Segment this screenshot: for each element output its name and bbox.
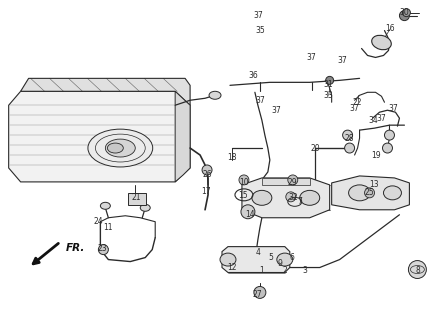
- Text: 27: 27: [252, 290, 262, 299]
- Ellipse shape: [88, 129, 153, 167]
- Polygon shape: [242, 178, 329, 218]
- Ellipse shape: [372, 35, 391, 50]
- Text: 35: 35: [255, 26, 265, 35]
- Circle shape: [286, 192, 296, 202]
- Text: 8: 8: [415, 266, 420, 275]
- Polygon shape: [9, 91, 190, 182]
- Text: 37: 37: [271, 106, 281, 115]
- Circle shape: [239, 175, 249, 185]
- Circle shape: [254, 286, 266, 298]
- Circle shape: [326, 76, 333, 84]
- Text: 26: 26: [202, 171, 212, 180]
- Text: 30: 30: [400, 8, 409, 17]
- Ellipse shape: [277, 253, 293, 266]
- Text: 29: 29: [288, 179, 297, 188]
- Text: 1: 1: [259, 266, 264, 275]
- Text: 14: 14: [245, 210, 255, 219]
- Text: 28: 28: [345, 133, 354, 143]
- Circle shape: [385, 130, 394, 140]
- Text: 25: 25: [365, 188, 374, 197]
- Text: 11: 11: [103, 223, 113, 232]
- Text: 33: 33: [324, 91, 333, 100]
- FancyArrowPatch shape: [33, 244, 58, 264]
- Ellipse shape: [100, 202, 111, 209]
- Circle shape: [345, 143, 355, 153]
- Text: 36: 36: [248, 71, 258, 80]
- Text: 37: 37: [307, 53, 317, 62]
- Polygon shape: [175, 91, 190, 182]
- Circle shape: [343, 130, 353, 140]
- Circle shape: [400, 11, 409, 20]
- Circle shape: [408, 260, 426, 278]
- Text: 37: 37: [253, 11, 263, 20]
- Bar: [128, 193, 146, 205]
- Circle shape: [402, 9, 410, 17]
- Circle shape: [241, 205, 255, 219]
- Ellipse shape: [300, 190, 320, 205]
- Text: 31: 31: [324, 80, 333, 89]
- Ellipse shape: [209, 91, 221, 99]
- Ellipse shape: [105, 139, 135, 157]
- Text: 7: 7: [297, 197, 302, 206]
- Text: 6: 6: [289, 253, 294, 262]
- Text: 10: 10: [239, 179, 249, 188]
- Ellipse shape: [220, 253, 236, 266]
- Text: 19: 19: [371, 150, 381, 160]
- Text: 3: 3: [302, 266, 307, 275]
- Text: 15: 15: [238, 191, 248, 200]
- Text: 37: 37: [350, 104, 360, 113]
- Text: 37: 37: [388, 104, 398, 113]
- Text: 13: 13: [369, 180, 378, 189]
- Ellipse shape: [107, 143, 123, 153]
- Text: 2: 2: [282, 266, 287, 275]
- Polygon shape: [222, 247, 290, 273]
- Text: 4: 4: [255, 248, 260, 257]
- Circle shape: [288, 175, 298, 185]
- Text: 12: 12: [227, 263, 237, 272]
- Text: FR.: FR.: [66, 243, 85, 252]
- Ellipse shape: [252, 190, 272, 205]
- Text: 37: 37: [377, 114, 386, 123]
- Text: 37: 37: [338, 56, 348, 65]
- Text: 16: 16: [386, 24, 395, 33]
- Circle shape: [202, 165, 212, 175]
- Text: 18: 18: [227, 153, 237, 162]
- Text: 17: 17: [201, 188, 211, 196]
- Text: 21: 21: [131, 193, 141, 202]
- Polygon shape: [332, 176, 409, 210]
- Ellipse shape: [384, 186, 401, 200]
- Ellipse shape: [140, 204, 150, 211]
- Text: 22: 22: [353, 98, 362, 107]
- Polygon shape: [20, 78, 190, 105]
- Polygon shape: [262, 178, 310, 185]
- Text: 5: 5: [269, 253, 274, 262]
- Text: 9: 9: [278, 259, 282, 268]
- Circle shape: [365, 188, 375, 198]
- Text: 34: 34: [369, 116, 378, 125]
- Text: 20: 20: [311, 144, 321, 153]
- Text: 23: 23: [98, 244, 107, 253]
- Circle shape: [99, 244, 108, 255]
- Circle shape: [382, 143, 392, 153]
- Text: 32: 32: [288, 193, 297, 202]
- Ellipse shape: [349, 185, 371, 201]
- Text: 24: 24: [94, 217, 103, 226]
- Text: 37: 37: [255, 96, 265, 105]
